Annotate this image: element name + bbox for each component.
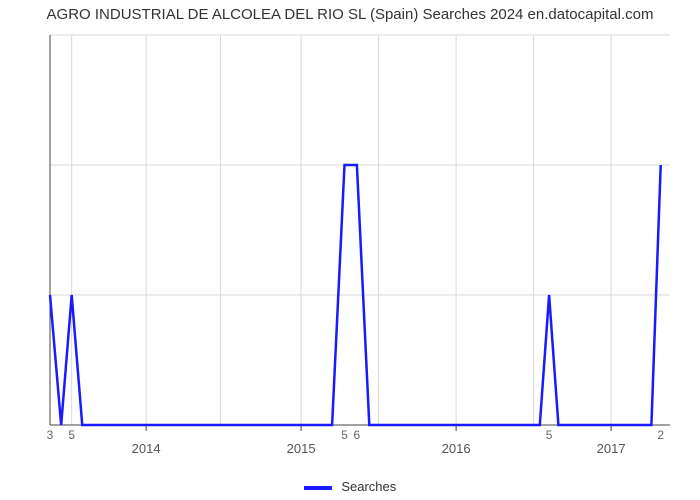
chart-container: AGRO INDUSTRIAL DE ALCOLEA DEL RIO SL (S… [0, 0, 700, 500]
svg-text:2016: 2016 [442, 441, 471, 456]
svg-text:5: 5 [546, 428, 553, 442]
svg-text:2014: 2014 [132, 441, 161, 456]
legend: Searches [0, 479, 700, 494]
plot-area: 01233556522014201520162017 [40, 30, 680, 430]
svg-text:2015: 2015 [287, 441, 316, 456]
svg-text:6: 6 [354, 428, 361, 442]
legend-swatch [304, 486, 332, 490]
chart-title: AGRO INDUSTRIAL DE ALCOLEA DEL RIO SL (S… [0, 0, 700, 27]
svg-text:2: 2 [657, 428, 664, 442]
chart-svg: 01233556522014201520162017 [40, 30, 680, 460]
svg-text:5: 5 [341, 428, 348, 442]
svg-text:3: 3 [47, 428, 54, 442]
legend-label: Searches [341, 479, 396, 494]
svg-text:2017: 2017 [597, 441, 626, 456]
svg-text:5: 5 [68, 428, 75, 442]
